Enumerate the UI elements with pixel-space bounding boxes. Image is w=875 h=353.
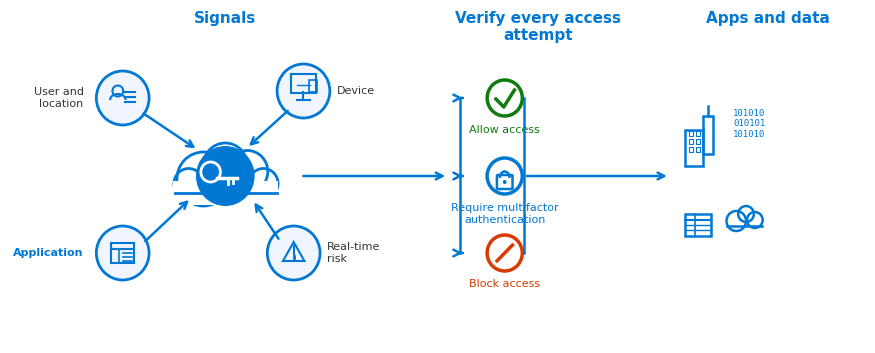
Circle shape [96,71,149,125]
Text: Apps and data: Apps and data [705,11,829,26]
Circle shape [248,168,278,198]
Text: Block access: Block access [469,279,540,289]
Text: User and
location: User and location [33,87,84,109]
Circle shape [277,64,330,118]
Circle shape [96,226,149,280]
FancyBboxPatch shape [172,180,278,204]
Circle shape [196,146,255,206]
Circle shape [503,180,507,184]
Text: Require multifactor
authentication: Require multifactor authentication [451,203,558,225]
Circle shape [747,212,763,228]
Circle shape [267,226,320,280]
Text: Verify every access
attempt: Verify every access attempt [455,11,621,43]
Circle shape [726,211,746,231]
Text: Real-time
risk: Real-time risk [327,242,381,264]
Circle shape [738,206,754,222]
Circle shape [174,168,203,198]
Text: 101010
010101
101010: 101010 010101 101010 [733,109,766,139]
Text: Signals: Signals [194,11,256,26]
Circle shape [227,150,268,192]
Text: Allow access: Allow access [469,125,540,135]
Text: Application: Application [13,248,84,258]
Text: Device: Device [337,86,374,96]
Circle shape [177,152,230,206]
Circle shape [203,143,248,188]
